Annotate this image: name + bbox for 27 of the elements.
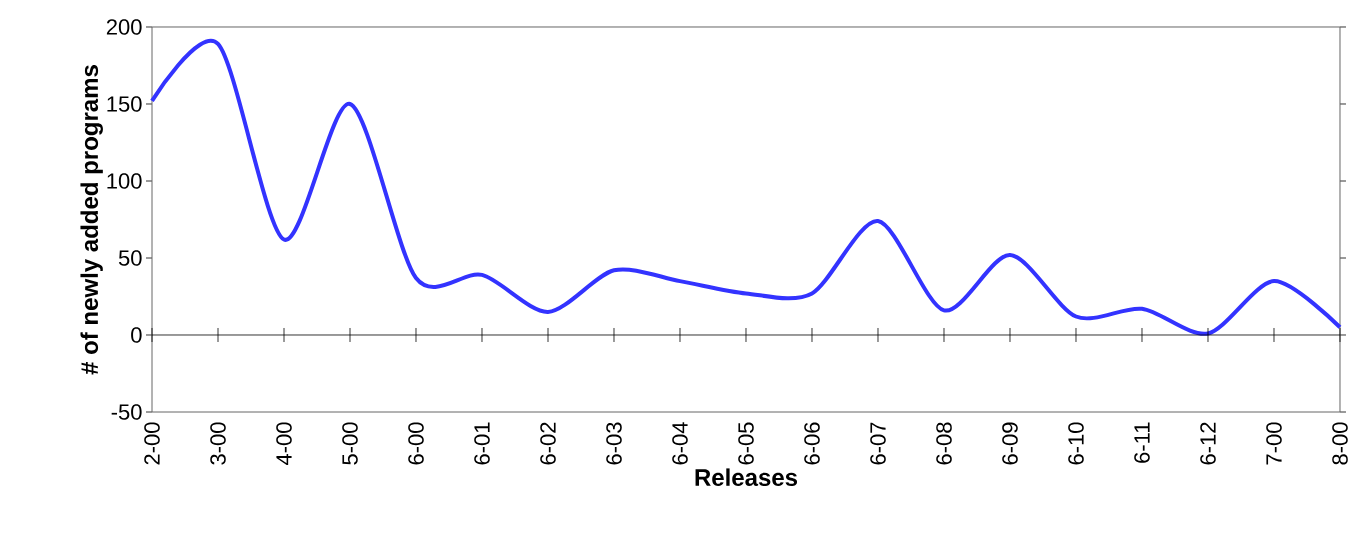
y-tick-label: 200 — [106, 19, 142, 35]
x-tick-label: 2-00 — [144, 422, 160, 465]
x-tick-label: 6-09 — [1002, 422, 1018, 465]
x-tick-label: 5-00 — [342, 422, 358, 465]
x-axis-title: Releases — [695, 468, 798, 487]
y-tick-label: 0 — [131, 327, 142, 343]
x-tick-label: 6-01 — [474, 422, 490, 465]
x-tick-label: 6-03 — [606, 422, 622, 465]
y-tick-label: 50 — [118, 250, 142, 266]
y-tick-label: 150 — [107, 96, 142, 112]
x-tick-label: 6-11 — [1134, 422, 1150, 463]
y-tick-label: -50 — [111, 404, 142, 420]
x-tick-label: 4-00 — [276, 422, 292, 466]
x-tick-label: 6-07 — [870, 422, 886, 465]
x-tick-label: 6-02 — [540, 422, 556, 465]
y-tick-label: 100 — [107, 173, 142, 189]
x-tick-label: 6-05 — [738, 422, 754, 465]
x-tick-label: 6-06 — [804, 422, 820, 465]
x-tick-label: 7-00 — [1266, 422, 1282, 465]
x-tick-label: 6-04 — [672, 422, 688, 465]
x-tick-label: 6-12 — [1200, 422, 1216, 465]
x-tick-label: 3-00 — [210, 422, 226, 465]
x-tick-label: 8-00 — [1332, 422, 1348, 465]
x-tick-label: 6-08 — [936, 422, 952, 465]
x-tick-label: 6-10 — [1068, 422, 1084, 465]
y-axis-title: # of newly added programs — [80, 65, 103, 375]
x-tick-label: 6-00 — [408, 422, 424, 465]
